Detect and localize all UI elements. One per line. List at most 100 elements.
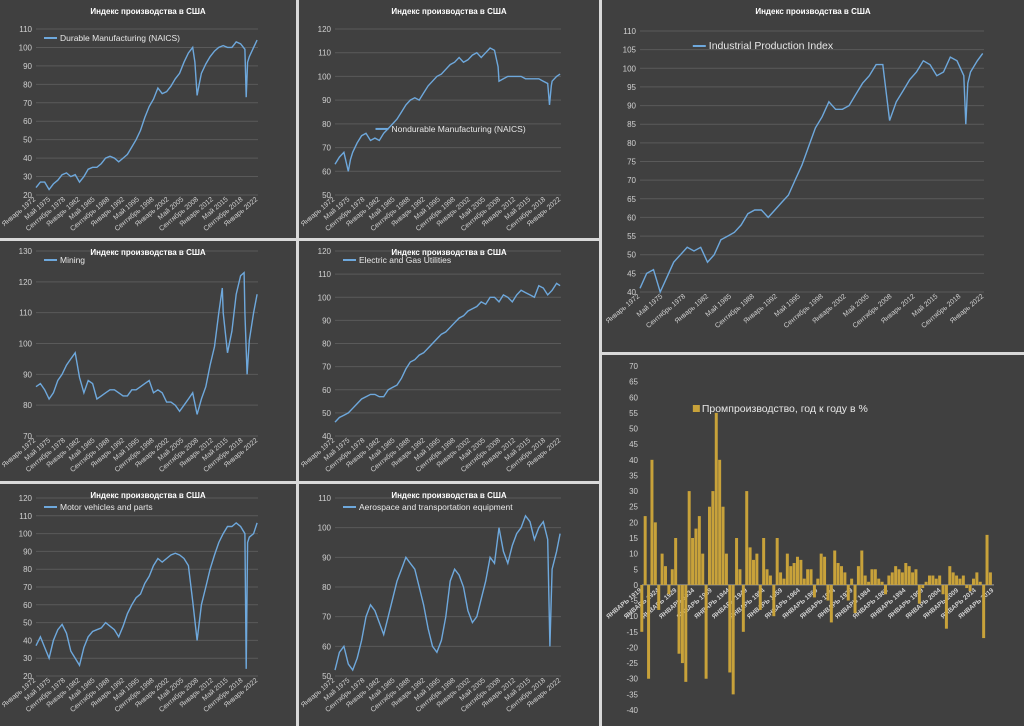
bar: [958, 578, 962, 585]
series-line: [334, 282, 561, 423]
y-tick-label: 90: [322, 316, 331, 325]
y-tick-label: 50: [629, 425, 638, 434]
bar: [846, 584, 850, 601]
y-tick-label: 50: [23, 619, 32, 628]
bar: [667, 584, 671, 595]
bar: [772, 584, 776, 617]
bar: [840, 566, 843, 585]
y-tick-label: 70: [322, 363, 331, 372]
legend-label: Mining: [60, 255, 85, 265]
y-tick-label: 60: [322, 386, 331, 395]
y-tick-label: 15: [629, 534, 638, 543]
series-line: [334, 514, 561, 672]
chart-title: Индекс производства в США: [755, 7, 871, 16]
bar: [731, 584, 735, 695]
y-tick-label: 40: [629, 456, 638, 465]
bar: [657, 584, 661, 610]
bar: [728, 584, 732, 673]
chart-aerospace: 50 60 70 80 90 100 110 Январь 1972 Май 1975 Сентя…: [299, 484, 599, 726]
bar: [755, 553, 759, 585]
y-tick-label: 100: [623, 64, 637, 73]
y-tick-label: 70: [629, 362, 638, 371]
bar: [975, 572, 979, 585]
bar: [965, 584, 969, 589]
y-tick-label: 120: [19, 494, 33, 503]
bar: [708, 506, 711, 585]
legend-label: Durable Manufacturing (NAICS): [60, 33, 180, 43]
bar: [670, 569, 674, 585]
y-tick-label: 110: [19, 25, 32, 34]
bar: [745, 491, 749, 585]
bar: [884, 584, 887, 595]
bar: [721, 506, 725, 585]
bar: [914, 569, 918, 585]
bar: [775, 538, 779, 585]
y-tick-label: 70: [627, 176, 636, 185]
y-tick-label: -25: [626, 659, 638, 668]
bar: [650, 459, 654, 585]
y-tick-label: 130: [19, 247, 33, 256]
legend-label: Промпроизводство, год к году в %: [702, 403, 868, 415]
y-tick-label: 10: [629, 550, 638, 559]
bar: [978, 581, 982, 585]
x-tick-label: Сентябрь 1998: [782, 292, 825, 330]
bar: [819, 553, 823, 585]
bar: [809, 569, 813, 585]
bar: [955, 575, 959, 585]
bar: [907, 566, 911, 585]
bar: [680, 584, 684, 664]
chart-title: Индекс производства в США: [391, 491, 507, 500]
bar: [829, 584, 833, 623]
bar: [762, 538, 766, 585]
bar: [752, 559, 755, 585]
bar: [860, 550, 864, 585]
y-tick-label: 70: [23, 99, 32, 108]
legend-label: Industrial Production Index: [709, 40, 834, 52]
bar: [877, 578, 881, 585]
y-tick-label: 60: [322, 167, 331, 176]
y-tick-label: 60: [23, 601, 32, 610]
bar: [890, 572, 894, 585]
y-tick-label: 55: [629, 409, 638, 418]
bar: [904, 563, 908, 585]
y-tick-label: 60: [23, 117, 32, 126]
bar: [812, 584, 816, 598]
y-tick-label: 60: [627, 213, 636, 222]
y-tick-label: 80: [322, 120, 331, 129]
y-tick-label: 40: [23, 154, 32, 163]
bar: [640, 584, 644, 632]
y-tick-label: 80: [23, 565, 32, 574]
legend-label: Nondurable Manufacturing (NAICS): [392, 124, 526, 134]
y-tick-label: 80: [322, 583, 331, 592]
legend-swatch: [692, 405, 700, 412]
y-tick-label: 90: [23, 62, 32, 71]
chart-industrial-production: 40 45 50 55 60 65 70 75 80 85 90 95 100 105 110 Январь …: [602, 0, 1024, 352]
y-tick-label: 95: [627, 83, 636, 92]
y-tick-label: -35: [626, 690, 638, 699]
y-tick-label: -20: [626, 643, 638, 652]
y-tick-label: 70: [23, 583, 32, 592]
series-line: [35, 39, 258, 191]
x-tick-label: Сентябрь 2018: [920, 292, 963, 330]
x-tick-label: Сентябрь 1988: [713, 292, 756, 330]
bar: [697, 516, 701, 585]
bar: [863, 575, 867, 585]
y-tick-label: 80: [23, 401, 32, 410]
bar: [894, 566, 898, 585]
y-tick-label: 40: [627, 288, 636, 297]
bar: [873, 569, 877, 585]
y-tick-label: 65: [629, 378, 638, 387]
chart-title: Индекс производства в США: [90, 248, 206, 257]
bar: [738, 569, 742, 585]
chart-title: Индекс производства в США: [90, 491, 206, 500]
bar: [660, 553, 664, 585]
y-tick-label: 80: [627, 139, 636, 148]
bar: [961, 575, 965, 585]
bar: [880, 581, 884, 585]
bar: [643, 516, 647, 585]
y-tick-label: 70: [322, 613, 331, 622]
bar: [792, 563, 796, 585]
